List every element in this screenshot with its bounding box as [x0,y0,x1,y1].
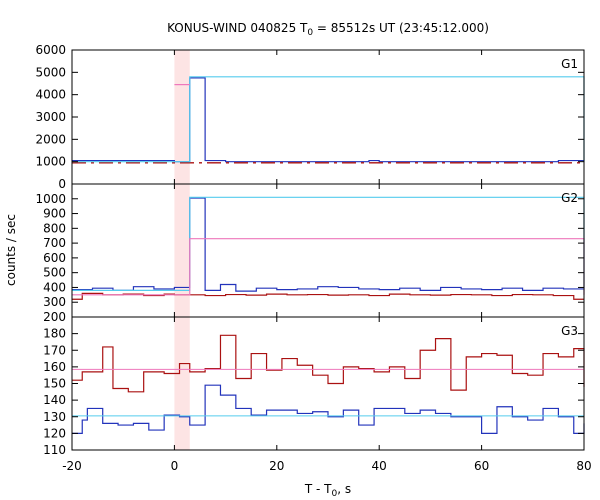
series-cyan-g2 [72,196,585,291]
y-tick-label: 1000 [35,155,66,169]
series-red-g2 [72,292,584,300]
x-tick-label: 80 [576,459,591,473]
x-tick-label: -20 [62,459,82,473]
series-blue-g3 [72,384,585,434]
x-tick-label: 20 [269,459,284,473]
y-tick-label: 0 [58,177,66,191]
y-tick-label: 160 [43,360,66,374]
panel-frame-g1 [71,49,585,185]
series-red-g3 [72,334,585,393]
y-tick-label: 800 [43,221,66,235]
y-tick-label: 120 [43,426,66,440]
x-axis-label: T - T0, s [304,482,351,499]
panel-g3: 110 120 130 140 150 160 170 180 G3 [43,316,585,457]
panel-label: G3 [561,324,578,338]
x-tick-label: 60 [474,459,489,473]
panel-frame-g2 [71,183,585,318]
series-blue-g1 [72,77,584,163]
y-tick-label: 3000 [35,110,66,124]
y-axis-label: counts / sec [4,214,18,286]
y-tick-label: 6000 [35,43,66,57]
y-tick-label: 500 [43,266,66,280]
burst-interval-highlight [174,50,190,450]
panel-label: G2 [561,191,578,205]
y-tick-label: 110 [43,443,66,457]
y-tick-label: 900 [43,207,66,221]
y-tick-label: 200 [43,310,66,324]
panel-label: G1 [561,57,578,71]
y-tick-label: 2000 [35,132,66,146]
y-tick-label: 700 [43,236,66,250]
y-tick-label: 140 [43,393,66,407]
y-tick-label: 180 [43,327,66,341]
x-tick-label: 0 [171,459,179,473]
y-tick-label: 300 [43,295,66,309]
x-tick-label: 40 [372,459,387,473]
y-tick-label: 170 [43,343,66,357]
y-tick-label: 5000 [35,65,66,79]
series-blue-g2 [72,197,584,292]
y-tick-label: 130 [43,410,66,424]
series-cyan-g1 [72,76,585,163]
y-tick-label: 400 [43,280,66,294]
y-tick-label: 600 [43,251,66,265]
y-tick-label: 4000 [35,88,66,102]
y-tick-label: 150 [43,377,66,391]
chart-title: KONUS-WIND 040825 T0 = 85512s UT (23:45:… [167,21,489,38]
y-tick-label: 1000 [35,192,66,206]
panel-g1: 0 1000 2000 3000 4000 5000 6000 G1 [35,43,585,191]
